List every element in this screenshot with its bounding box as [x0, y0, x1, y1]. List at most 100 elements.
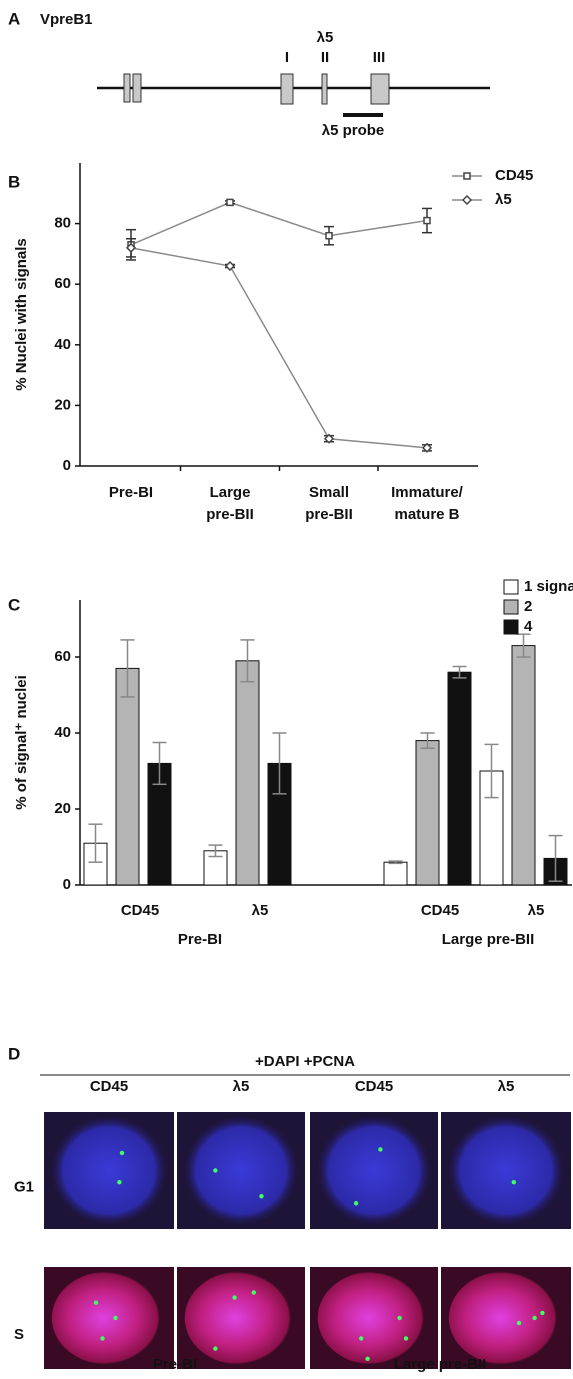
legend-label: 2	[524, 598, 532, 615]
exons	[123, 73, 390, 105]
row-label: S	[14, 1326, 24, 1343]
fish-signal	[232, 1295, 237, 1300]
marker	[461, 194, 473, 206]
bar	[235, 660, 260, 886]
fish-signal	[213, 1346, 218, 1351]
column-label: λ5	[498, 1078, 515, 1095]
bar	[447, 671, 472, 886]
fish-signal	[511, 1180, 516, 1185]
series-line	[130, 247, 428, 449]
fish-signal	[100, 1336, 105, 1341]
panel-label: D	[8, 1044, 20, 1063]
legend-label: 1 signal	[524, 578, 573, 595]
y-tick-label: 60	[54, 275, 71, 292]
fish-signal	[119, 1150, 125, 1156]
marker	[224, 260, 236, 272]
legend-swatch	[503, 599, 519, 615]
fish-signal	[113, 1315, 118, 1321]
y-tick-label: 20	[54, 800, 71, 817]
x-tick-label: Pre-BI	[109, 484, 153, 501]
x-tick-label: Large	[210, 484, 251, 501]
nucleus	[184, 1271, 298, 1365]
x-tick-label: λ5	[252, 902, 269, 919]
marker	[226, 198, 234, 207]
y-tick-label: 40	[54, 724, 71, 741]
x-tick-label: pre-BII	[305, 506, 353, 523]
bar	[115, 667, 140, 886]
panel-label: B	[8, 172, 20, 191]
group-label: Large pre-BII	[394, 1356, 487, 1373]
column-label: λ5	[233, 1078, 250, 1095]
fish-signal	[397, 1315, 402, 1321]
fish-signal	[117, 1180, 122, 1185]
panel-label: A	[8, 9, 20, 28]
y-tick-label: 80	[54, 215, 71, 232]
legend-label: 4	[524, 618, 533, 635]
x-tick-label: CD45	[421, 902, 459, 919]
error-bar	[484, 743, 499, 799]
fish-signal	[540, 1310, 545, 1316]
marker	[323, 433, 335, 444]
fish-signal	[213, 1168, 218, 1173]
fish-signal	[532, 1315, 537, 1321]
group-label: Pre-BI	[178, 931, 222, 948]
y-tick-label: 60	[54, 648, 71, 665]
fish-signal	[251, 1290, 256, 1295]
error-bar	[120, 639, 135, 698]
error-bar	[272, 732, 287, 795]
nucleus	[184, 1116, 298, 1225]
fish-signal	[403, 1336, 409, 1341]
bar	[415, 740, 440, 886]
group-label: Pre-BI	[153, 1356, 197, 1373]
series-line	[130, 201, 428, 246]
x-tick-label: λ5	[528, 902, 545, 919]
exon-label: I	[285, 49, 289, 66]
error-bar	[152, 741, 167, 786]
error-bar	[240, 639, 255, 683]
error-bar	[388, 860, 403, 865]
column-label: CD45	[90, 1078, 128, 1095]
y-axis-label: % of signal⁺ nuclei	[13, 675, 30, 810]
x-tick-label: Immature/	[391, 484, 464, 501]
legend-swatch	[503, 619, 519, 635]
fish-signal	[259, 1194, 264, 1199]
exon-label: III	[373, 49, 386, 66]
fish-signal	[378, 1147, 383, 1152]
bar	[511, 645, 536, 886]
lambda5-label: λ5	[317, 29, 334, 46]
legend-label: CD45	[495, 167, 533, 184]
nucleus	[317, 1116, 431, 1225]
nucleus	[448, 1116, 564, 1225]
nucleus	[317, 1271, 431, 1365]
nucleus	[448, 1271, 564, 1365]
fish-signal	[359, 1336, 364, 1341]
error-bar	[208, 844, 223, 858]
x-tick-label: CD45	[121, 902, 159, 919]
gene-label: VpreB1	[40, 11, 93, 28]
legend-label: λ5	[495, 191, 512, 208]
panel-label: C	[8, 595, 20, 614]
x-tick-label: pre-BII	[206, 506, 254, 523]
y-tick-label: 40	[54, 336, 71, 353]
marker	[423, 216, 431, 225]
y-tick-label: 20	[54, 396, 71, 413]
marker	[421, 442, 433, 453]
exon-label: II	[321, 49, 329, 66]
stain-label: +DAPI +PCNA	[255, 1053, 355, 1070]
group-label: Large pre-BII	[442, 931, 535, 948]
error-bar	[452, 665, 467, 679]
column-label: CD45	[355, 1078, 393, 1095]
fish-signal	[353, 1201, 359, 1206]
probe-label: λ5 probe	[322, 122, 385, 139]
marker	[125, 242, 137, 253]
marker	[463, 172, 471, 180]
marker	[325, 231, 333, 240]
x-tick-label: mature B	[394, 506, 459, 523]
fish-signal	[516, 1320, 522, 1326]
nucleus	[51, 1271, 167, 1365]
error-bar	[516, 633, 531, 658]
error-bar	[548, 834, 563, 882]
row-label: G1	[14, 1178, 34, 1195]
fish-signal	[365, 1356, 370, 1362]
y-tick-label: 0	[63, 876, 71, 893]
